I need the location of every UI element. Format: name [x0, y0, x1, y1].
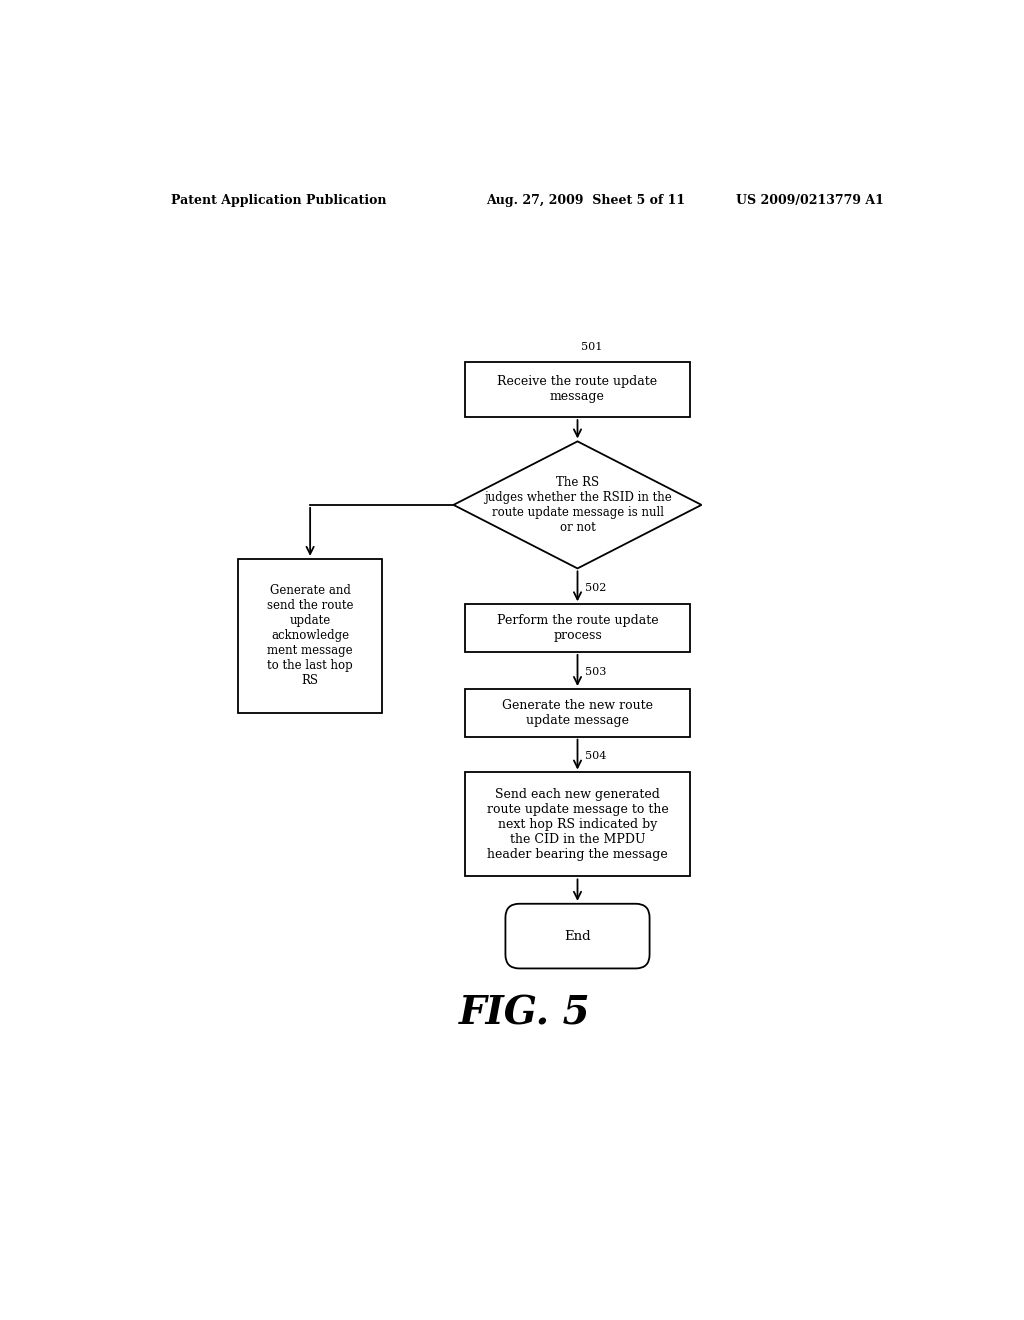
FancyBboxPatch shape: [239, 558, 382, 713]
Text: Generate and
send the route
update
acknowledge
ment message
to the last hop
RS: Generate and send the route update ackno…: [267, 585, 353, 688]
Text: Generate the new route
update message: Generate the new route update message: [502, 698, 653, 727]
Polygon shape: [454, 441, 701, 569]
FancyBboxPatch shape: [465, 362, 690, 417]
Text: Patent Application Publication: Patent Application Publication: [171, 194, 386, 207]
Text: Receive the route update
message: Receive the route update message: [498, 375, 657, 404]
Text: US 2009/0213779 A1: US 2009/0213779 A1: [736, 194, 885, 207]
Text: The RS
judges whether the RSID in the
route update message is null
or not: The RS judges whether the RSID in the ro…: [483, 477, 672, 533]
Text: Perform the route update
process: Perform the route update process: [497, 614, 658, 642]
Text: End: End: [564, 929, 591, 942]
FancyBboxPatch shape: [506, 904, 649, 969]
Text: FIG. 5: FIG. 5: [459, 994, 591, 1032]
FancyBboxPatch shape: [465, 689, 690, 737]
Text: Aug. 27, 2009  Sheet 5 of 11: Aug. 27, 2009 Sheet 5 of 11: [486, 194, 685, 207]
FancyBboxPatch shape: [465, 772, 690, 876]
Text: 503: 503: [586, 668, 606, 677]
Text: 504: 504: [586, 751, 606, 760]
Text: 501: 501: [582, 342, 603, 352]
Text: Send each new generated
route update message to the
next hop RS indicated by
the: Send each new generated route update mes…: [486, 788, 669, 861]
FancyBboxPatch shape: [465, 605, 690, 652]
Text: 502: 502: [586, 582, 606, 593]
